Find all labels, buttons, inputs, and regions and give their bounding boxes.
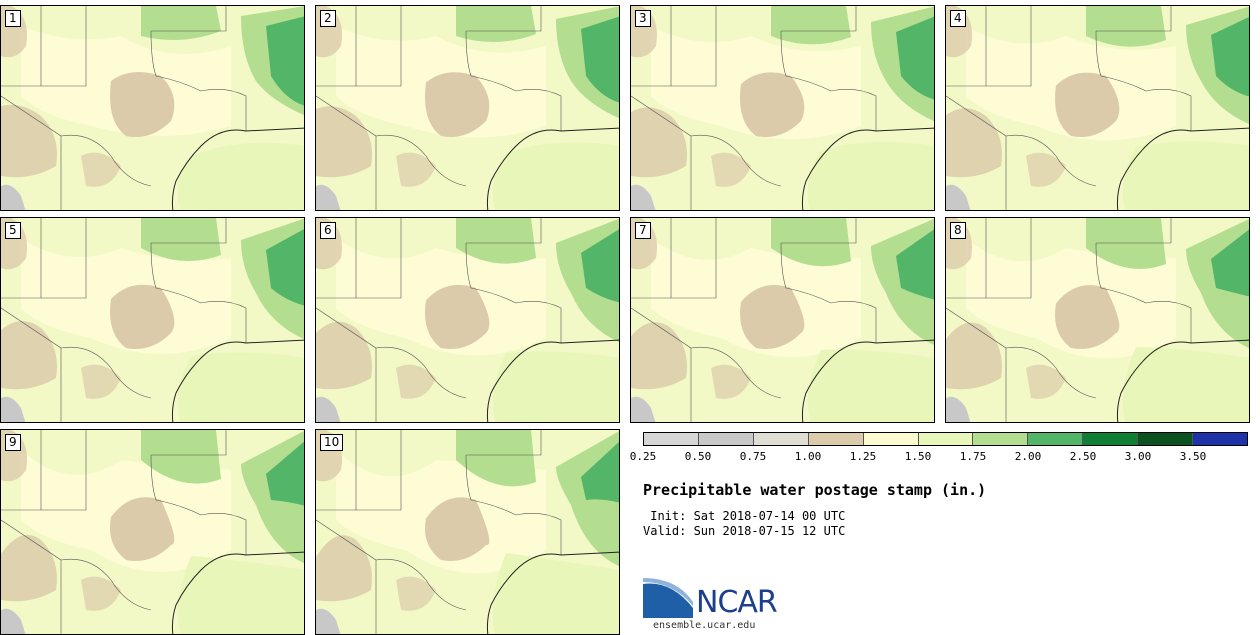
postage-stamp-map: 2: [315, 5, 620, 211]
colorbar-tick-label: 2.00: [1014, 450, 1042, 463]
postage-stamp-map: 8: [945, 217, 1250, 423]
logo-url: ensemble.ucar.edu: [653, 620, 756, 631]
stamp-number: 7: [635, 222, 651, 239]
colorbar-segment: [1028, 433, 1084, 445]
postage-stamp-map: 9: [0, 429, 305, 635]
colorbar-tick-label: 3.00: [1124, 450, 1152, 463]
stamp-number: 9: [5, 434, 21, 451]
postage-stamp-map: 7: [630, 217, 935, 423]
stamp-number: 2: [320, 10, 336, 27]
colorbar-tick-label: 2.50: [1069, 450, 1097, 463]
postage-stamp-map: 5: [0, 217, 305, 423]
colorbar-segment: [863, 433, 919, 445]
logo-wordmark: NCAR: [696, 585, 778, 620]
stamp-number: 5: [5, 222, 21, 239]
colorbar-tick-label: 1.50: [904, 450, 932, 463]
colorbar-segment: [698, 433, 754, 445]
postage-stamp-map: 3: [630, 5, 935, 211]
colorbar-tick-label: 1.25: [849, 450, 877, 463]
colorbar-tick-label: 0.75: [739, 450, 767, 463]
colorbar-segment: [1193, 433, 1247, 445]
chart-title: Precipitable water postage stamp (in.): [643, 481, 987, 499]
stamp-number: 4: [950, 10, 966, 27]
stamp-number: 1: [5, 10, 21, 27]
colorbar-tick-labels: 0.25 0.50 0.75 1.00 1.25 1.50 1.75 2.00 2.50 3.00…: [630, 450, 1248, 464]
colorbar-tick-label: 0.50: [684, 450, 712, 463]
colorbar-segment: [973, 433, 1029, 445]
postage-stamp-map: 6: [315, 217, 620, 423]
valid-time: Valid: Sun 2018-07-15 12 UTC: [643, 524, 846, 538]
colorbar-tick-label: 1.75: [959, 450, 987, 463]
colorbar-segment: [753, 433, 809, 445]
colorbar-segment: [918, 433, 974, 445]
colorbar-tick-label: 3.50: [1179, 450, 1207, 463]
colorbar-segment: [1138, 433, 1194, 445]
colorbar-segment: [644, 433, 699, 445]
stamp-number: 10: [320, 434, 344, 451]
stamp-number: 8: [950, 222, 966, 239]
postage-stamp-map: 1: [0, 5, 305, 211]
postage-stamp-map: 4: [945, 5, 1250, 211]
colorbar: [643, 432, 1248, 446]
init-time: Init: Sat 2018-07-14 00 UTC: [643, 509, 846, 523]
postage-stamp-map: 10: [315, 429, 620, 635]
ncar-logo-icon: [643, 578, 693, 618]
colorbar-segment: [808, 433, 864, 445]
colorbar-segment: [1083, 433, 1139, 445]
colorbar-tick-label: 1.00: [794, 450, 822, 463]
colorbar-tick-label: 0.25: [629, 450, 657, 463]
stamp-number: 6: [320, 222, 336, 239]
stamp-number: 3: [635, 10, 651, 27]
